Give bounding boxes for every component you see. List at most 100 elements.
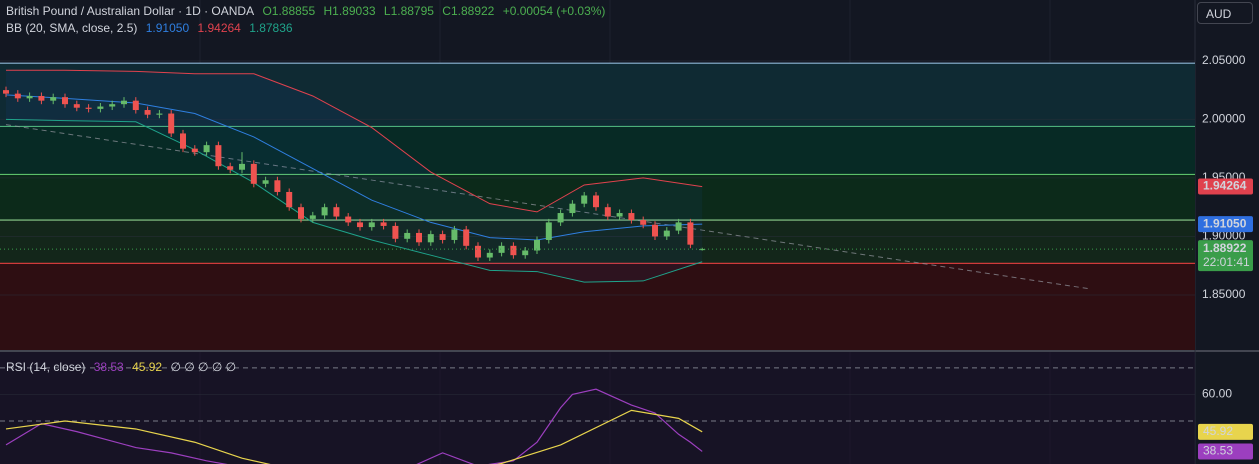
bb-label: BB (20, SMA, close, 2.5) — [6, 21, 138, 35]
candle-body — [73, 104, 80, 108]
candle-body — [50, 97, 57, 101]
candle-body — [475, 245, 481, 258]
ohlc: +0.00054 (+0.03%) — [502, 4, 606, 18]
candle-body — [652, 224, 658, 237]
candle-body — [262, 180, 269, 184]
rsi-tag-label: 45.92 — [1203, 424, 1233, 438]
candle-body — [380, 222, 387, 226]
candle-body — [180, 133, 186, 149]
candle-body — [463, 229, 470, 246]
main-pane — [0, 60, 1195, 350]
ohlc: L1.88795 — [383, 4, 434, 18]
candle-body — [286, 191, 293, 208]
candle-body — [687, 222, 694, 245]
ohlc: O1.88855 — [262, 4, 316, 18]
symbol-title: British Pound / Australian Dollar · 1D ·… — [6, 4, 255, 18]
zone — [0, 263, 1195, 350]
y-tick-label: 1.85000 — [1202, 287, 1246, 301]
rsi-tag — [1198, 443, 1253, 460]
candle-body — [545, 222, 552, 240]
last-price-tag — [1198, 240, 1253, 272]
price-tag — [1198, 178, 1253, 195]
candle-body — [534, 239, 540, 251]
candle-body — [26, 95, 33, 99]
y-tick-label: 2.00000 — [1202, 112, 1246, 126]
candle-body — [498, 245, 505, 253]
rsi-tick-label: 60.00 — [1202, 387, 1232, 401]
candle-body — [628, 213, 635, 221]
rsi-pane — [0, 352, 1195, 464]
bb-lower-value: 1.87836 — [249, 21, 293, 35]
bb-middle-value: 1.91050 — [145, 21, 190, 35]
candle-body — [156, 113, 163, 115]
candle-body — [368, 222, 375, 228]
candle-body — [557, 213, 564, 223]
candle-body — [239, 163, 245, 170]
bb-upper-value: 1.94264 — [197, 21, 241, 35]
bb-upper — [6, 69, 703, 213]
ohlc: C1.88922 — [442, 4, 495, 18]
candle-body — [121, 100, 127, 105]
candle-body — [321, 207, 328, 216]
candle-body — [416, 232, 422, 243]
candle-body — [14, 93, 21, 99]
candle-body — [510, 245, 517, 256]
rsi-ma-value: 45.92 — [132, 360, 163, 374]
candle-body — [38, 95, 45, 101]
candle-body — [427, 234, 434, 243]
candle-body — [227, 166, 234, 170]
candle-body — [3, 90, 9, 94]
candle-body — [274, 180, 281, 192]
rsi-tag-label: 38.53 — [1203, 444, 1233, 458]
last-price-label: 1.88922 — [1203, 241, 1247, 255]
rsi-extra: ∅ ∅ ∅ ∅ ∅ — [170, 360, 237, 374]
candle-body — [345, 216, 352, 223]
candle-body — [309, 215, 316, 219]
candle-body — [357, 222, 363, 228]
rsi-tag — [1198, 423, 1253, 440]
zone — [0, 220, 1195, 264]
candle-body — [569, 203, 576, 214]
candle-body — [699, 249, 706, 251]
currency-button[interactable]: AUD — [1197, 2, 1253, 24]
candle-body — [616, 213, 623, 217]
candle-body — [593, 195, 599, 208]
candle-body — [109, 104, 116, 107]
candle-body — [581, 195, 588, 204]
countdown: 22:01:41 — [1203, 255, 1250, 269]
price-tag-label: 1.94264 — [1203, 179, 1247, 193]
price-tag — [1198, 216, 1253, 233]
candle-body — [97, 106, 104, 109]
candle-body — [215, 145, 222, 167]
candle-body — [392, 225, 399, 239]
candle-body — [132, 100, 139, 111]
y-tick-label: 2.05000 — [1202, 53, 1246, 67]
rsi-line — [5, 388, 703, 464]
rsi-label: RSI (14, close) — [6, 360, 86, 374]
candle-body — [451, 229, 458, 240]
rsi-bg — [0, 352, 1195, 464]
rsi-legend: RSI (14, close) 38.53 45.92 ∅ ∅ ∅ ∅ ∅ — [6, 360, 241, 374]
candle-body — [144, 110, 151, 115]
candle-body — [250, 163, 257, 184]
bb-legend: BB (20, SMA, close, 2.5) 1.91050 1.94264… — [6, 21, 298, 35]
candle-body — [404, 232, 411, 239]
candle-body — [439, 234, 446, 240]
candle-body — [191, 148, 198, 153]
candle-body — [522, 250, 529, 256]
candle-body — [168, 113, 175, 134]
zone — [0, 126, 1195, 175]
rsi-ma-line — [5, 409, 703, 464]
candle-body — [486, 252, 493, 258]
candle-body — [333, 207, 340, 217]
candle-body — [62, 97, 68, 105]
trendline — [5, 124, 1092, 290]
rsi-value: 38.53 — [93, 360, 124, 374]
symbol-legend: British Pound / Australian Dollar · 1D ·… — [6, 4, 610, 18]
candle-body — [85, 107, 92, 109]
candle-body — [298, 207, 304, 219]
candle-body — [604, 207, 611, 217]
bb-fill — [6, 70, 703, 283]
bb-lower — [5, 118, 703, 283]
